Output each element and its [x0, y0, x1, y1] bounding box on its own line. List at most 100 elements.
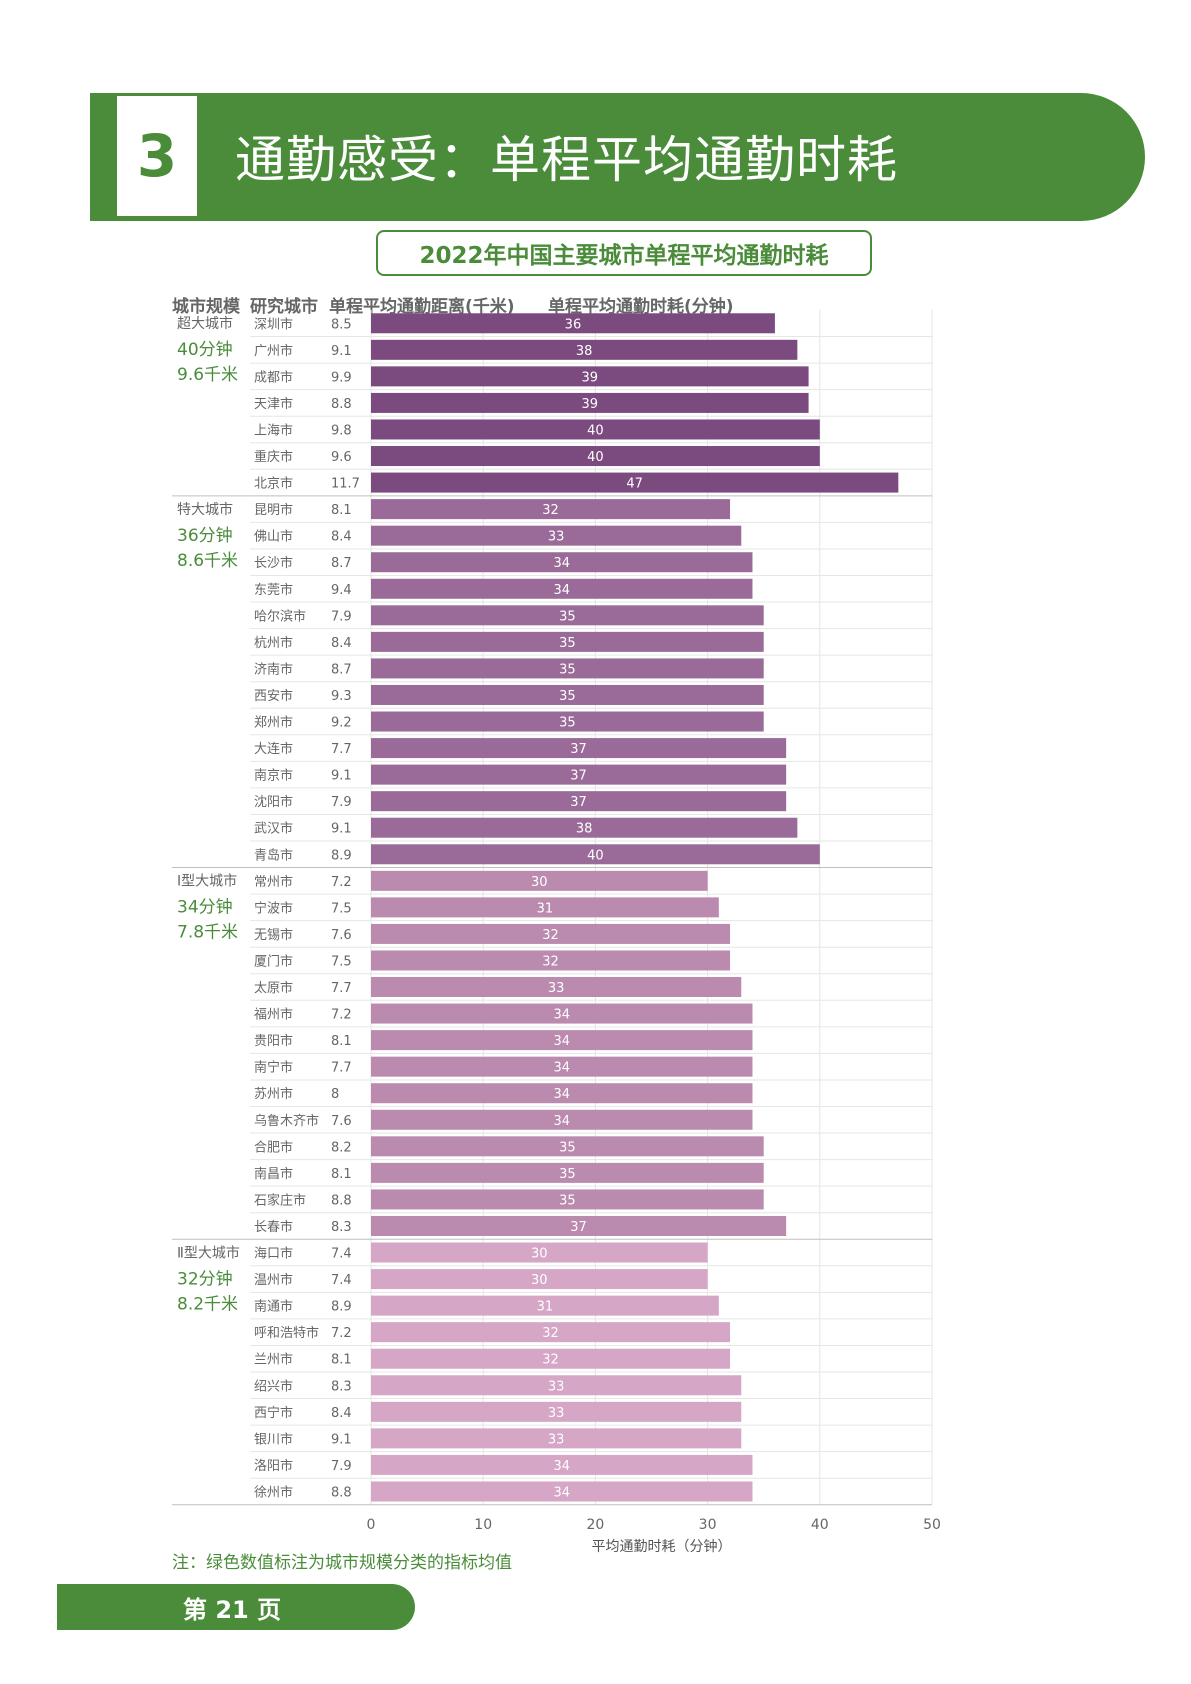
x-tick-label: 30 — [699, 1517, 717, 1533]
bar-佛山市 — [371, 525, 742, 546]
city-label: 哈尔滨市 — [254, 608, 306, 624]
bar-value-label: 34 — [553, 1008, 570, 1023]
city-label: 上海市 — [254, 422, 293, 438]
city-label: 成都市 — [254, 369, 293, 385]
distance-value: 9.2 — [331, 716, 352, 731]
distance-value: 8.9 — [331, 848, 352, 863]
city-label: 厦门市 — [254, 953, 293, 969]
distance-value: 8.3 — [331, 1379, 352, 1394]
city-label: 沈阳市 — [254, 794, 293, 810]
bar-value-label: 40 — [587, 848, 604, 863]
bar-value-label: 30 — [531, 1273, 548, 1288]
distance-value: 7.9 — [331, 1459, 352, 1474]
group-avg-time: 36分钟 — [177, 526, 233, 546]
distance-value: 8.3 — [331, 1220, 352, 1235]
section-title: 通勤感受：单程平均通勤时耗 — [235, 131, 898, 189]
bar-value-label: 38 — [576, 344, 593, 359]
column-header-time: 单程平均通勤时耗(分钟) — [548, 297, 734, 317]
bar-银川市 — [371, 1428, 742, 1449]
bar-绍兴市 — [371, 1375, 742, 1396]
bar-西宁市 — [371, 1401, 742, 1422]
distance-value: 9.1 — [331, 344, 352, 359]
group-avg-time: 34分钟 — [177, 898, 233, 918]
bar-成都市 — [371, 366, 809, 387]
distance-value: 8.4 — [331, 530, 352, 545]
city-label: 长春市 — [254, 1219, 293, 1235]
footnote: 注：绿色数值标注为城市规模分类的指标均值 — [172, 1553, 512, 1573]
page-footer-bar — [57, 1584, 415, 1630]
city-label: 南宁市 — [254, 1060, 293, 1076]
group-avg-distance: 8.6千米 — [177, 551, 238, 571]
city-label: 温州市 — [254, 1272, 293, 1288]
bar-天津市 — [371, 392, 809, 413]
bar-value-label: 35 — [559, 636, 576, 651]
city-label: 济南市 — [254, 661, 293, 677]
bar-value-label: 37 — [570, 795, 587, 810]
distance-value: 8.4 — [331, 636, 352, 651]
bar-重庆市 — [371, 446, 820, 467]
bar-value-label: 30 — [531, 1247, 548, 1262]
city-label: 长沙市 — [254, 555, 293, 571]
bar-郑州市 — [371, 711, 764, 732]
group-name: Ⅱ型大城市 — [177, 1244, 240, 1261]
bar-value-label: 37 — [570, 769, 587, 784]
bar-value-label: 32 — [542, 954, 559, 969]
distance-value: 7.5 — [331, 901, 352, 916]
bar-value-label: 35 — [559, 689, 576, 704]
bar-乌鲁木齐市 — [371, 1109, 753, 1130]
distance-value: 7.5 — [331, 954, 352, 969]
bar-石家庄市 — [371, 1189, 764, 1210]
city-label: 南昌市 — [254, 1166, 293, 1182]
x-tick-label: 10 — [474, 1517, 492, 1533]
x-tick-label: 50 — [923, 1517, 941, 1533]
bar-南京市 — [371, 764, 787, 785]
distance-value: 8.1 — [331, 503, 352, 518]
distance-value: 11.7 — [331, 477, 360, 492]
city-label: 徐州市 — [254, 1484, 293, 1500]
bar-value-label: 47 — [626, 477, 643, 492]
distance-value: 9.1 — [331, 822, 352, 837]
bar-厦门市 — [371, 950, 731, 971]
section-banner — [90, 93, 1145, 221]
bar-value-label: 35 — [559, 609, 576, 624]
bar-value-label: 36 — [565, 317, 582, 332]
x-tick-label: 0 — [367, 1517, 376, 1533]
bar-海口市 — [371, 1242, 708, 1263]
page-number: 第 21 页 — [183, 1596, 282, 1624]
city-label: 东莞市 — [254, 582, 293, 598]
bar-武汉市 — [371, 817, 798, 838]
city-label: 佛山市 — [254, 529, 293, 545]
group-avg-time: 32分钟 — [177, 1269, 233, 1289]
city-label: 宁波市 — [254, 900, 293, 916]
bar-宁波市 — [371, 897, 719, 918]
city-label: 福州市 — [254, 1007, 293, 1023]
distance-value: 7.7 — [331, 1061, 352, 1076]
city-label: 武汉市 — [254, 821, 293, 837]
bar-北京市 — [371, 472, 899, 493]
column-header-city: 研究城市 — [250, 297, 318, 317]
bar-深圳市 — [371, 313, 775, 334]
city-label: 郑州市 — [254, 715, 293, 731]
column-header-scale: 城市规模 — [172, 297, 240, 317]
bar-value-label: 35 — [559, 1167, 576, 1182]
bar-上海市 — [371, 419, 820, 440]
distance-value: 9.1 — [331, 1432, 352, 1447]
bar-value-label: 34 — [553, 1061, 570, 1076]
distance-value: 7.7 — [331, 981, 352, 996]
bar-value-label: 32 — [542, 503, 559, 518]
city-label: 兰州市 — [254, 1352, 293, 1368]
distance-value: 8.8 — [331, 397, 352, 412]
distance-value: 9.8 — [331, 423, 352, 438]
distance-value: 7.4 — [331, 1247, 352, 1262]
bar-温州市 — [371, 1269, 708, 1290]
bar-长春市 — [371, 1215, 787, 1236]
bar-value-label: 35 — [559, 1193, 576, 1208]
group-name: Ⅰ型大城市 — [177, 873, 237, 890]
section-number: 3 — [117, 96, 197, 216]
city-label: 天津市 — [254, 396, 293, 412]
bar-value-label: 40 — [587, 450, 604, 465]
bar-value-label: 33 — [548, 1432, 565, 1447]
group-avg-distance: 8.2千米 — [177, 1294, 238, 1314]
city-label: 广州市 — [254, 343, 293, 359]
